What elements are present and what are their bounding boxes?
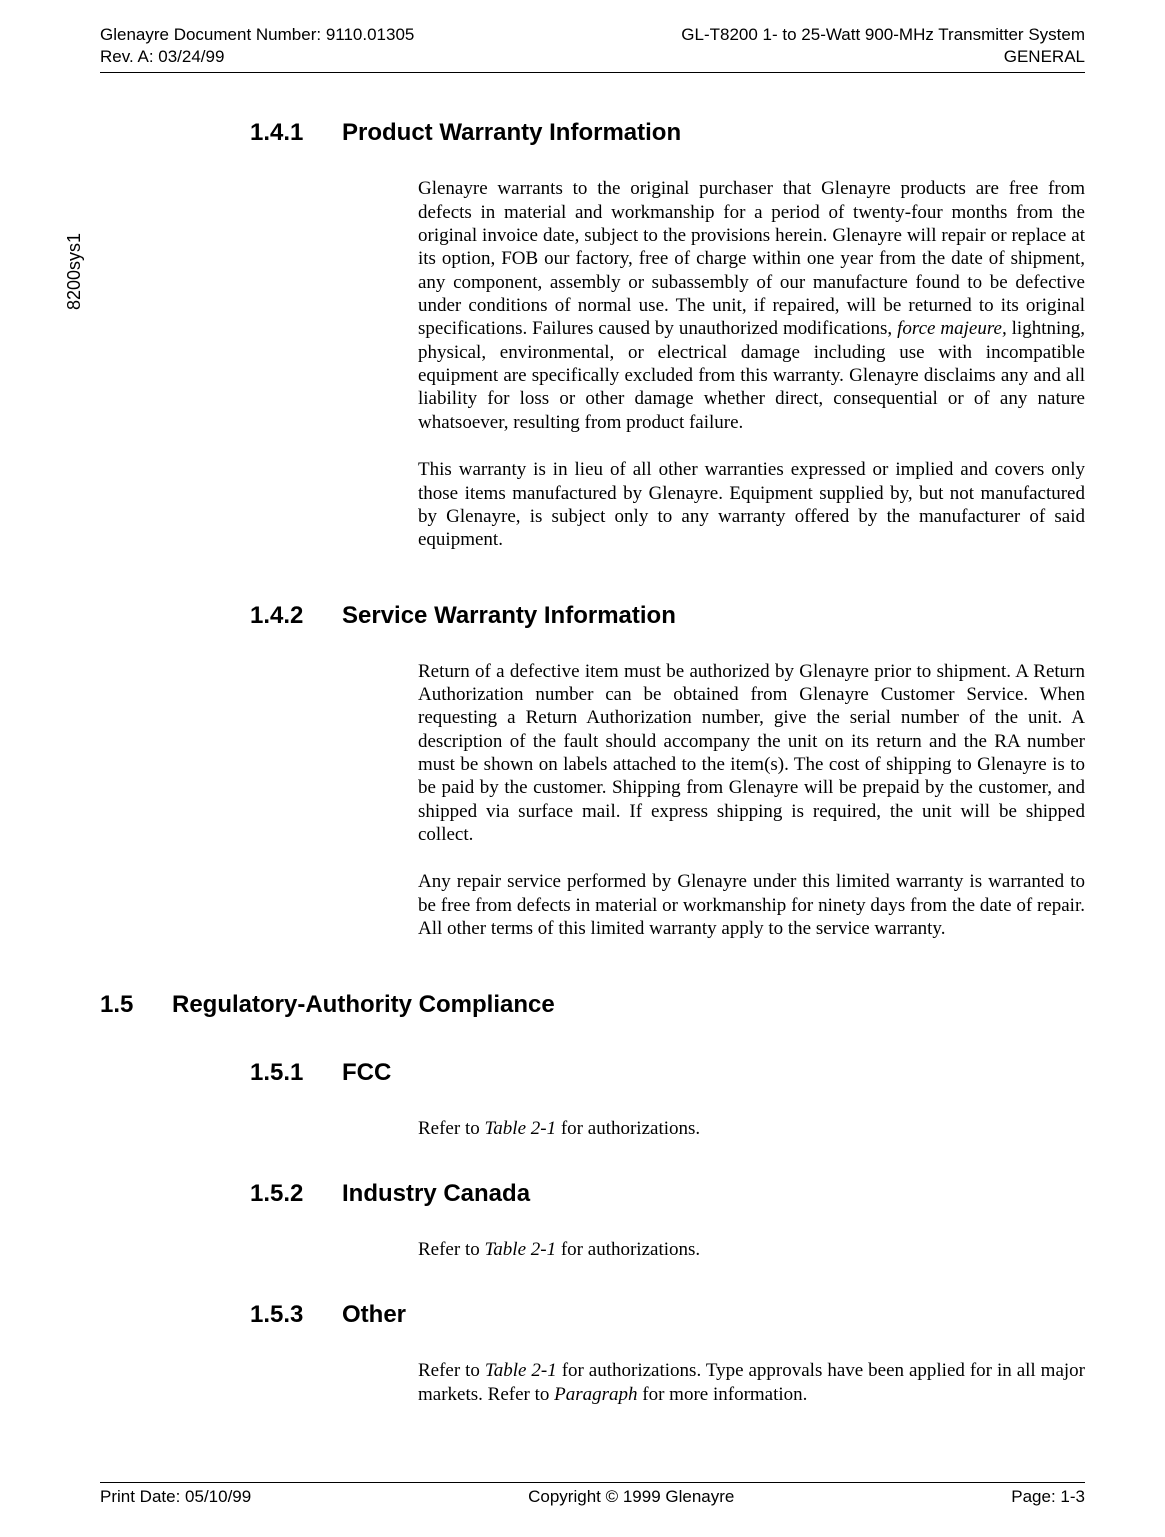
page-footer: Print Date: 05/10/99 Copyright © 1999 Gl… bbox=[100, 1482, 1085, 1507]
text-italic: Table 2-1 bbox=[484, 1239, 556, 1260]
page-header: Glenayre Document Number: 9110.01305 Rev… bbox=[100, 24, 1085, 73]
heading-1-5-3: 1.5.3Other bbox=[250, 1301, 1085, 1329]
heading-1-4-2: 1.4.2Service Warranty Information bbox=[250, 602, 1085, 630]
text: Glenayre warrants to the original purcha… bbox=[418, 178, 1085, 339]
paragraph: Glenayre warrants to the original purcha… bbox=[418, 177, 1085, 434]
heading-number: 1.5.3 bbox=[250, 1301, 342, 1329]
paragraph: Refer to Table 2-1 for authorizations. bbox=[418, 1238, 1085, 1261]
paragraph: Refer to Table 2-1 for authorizations. T… bbox=[418, 1359, 1085, 1406]
section-name: GENERAL bbox=[681, 46, 1085, 68]
text-italic: Table 2-1 bbox=[484, 1118, 556, 1139]
heading-1-5-2: 1.5.2Industry Canada bbox=[250, 1180, 1085, 1208]
heading-number: 1.4.2 bbox=[250, 602, 342, 630]
text: Refer to bbox=[418, 1239, 484, 1260]
text-italic: Table 2-1 bbox=[485, 1360, 557, 1381]
revision: Rev. A: 03/24/99 bbox=[100, 46, 414, 68]
heading-1-5: 1.5Regulatory-Authority Compliance bbox=[100, 991, 1085, 1019]
text: for authorizations. bbox=[556, 1118, 700, 1139]
paragraph: This warranty is in lieu of all other wa… bbox=[418, 458, 1085, 551]
text-italic: Paragraph bbox=[554, 1384, 642, 1405]
heading-number: 1.5.1 bbox=[250, 1059, 342, 1087]
text: for more information. bbox=[642, 1384, 807, 1405]
heading-1-5-1: 1.5.1FCC bbox=[250, 1059, 1085, 1087]
text: for authorizations. bbox=[556, 1239, 700, 1260]
print-date: Print Date: 05/10/99 bbox=[100, 1487, 251, 1507]
doc-number: Glenayre Document Number: 9110.01305 bbox=[100, 24, 414, 46]
heading-number: 1.4.1 bbox=[250, 119, 342, 147]
heading-title: Other bbox=[342, 1301, 406, 1328]
side-label: 8200sys1 bbox=[64, 233, 85, 310]
copyright: Copyright © 1999 Glenayre bbox=[528, 1487, 734, 1507]
paragraph: Return of a defective item must be autho… bbox=[418, 660, 1085, 847]
header-right: GL-T8200 1- to 25-Watt 900-MHz Transmitt… bbox=[681, 24, 1085, 68]
header-left: Glenayre Document Number: 9110.01305 Rev… bbox=[100, 24, 414, 68]
heading-number: 1.5.2 bbox=[250, 1180, 342, 1208]
paragraph: Refer to Table 2-1 for authorizations. bbox=[418, 1117, 1085, 1140]
text: Refer to bbox=[418, 1360, 485, 1381]
text: Refer to bbox=[418, 1118, 484, 1139]
heading-title: Industry Canada bbox=[342, 1180, 530, 1207]
heading-title: Service Warranty Information bbox=[342, 602, 676, 629]
paragraph: Any repair service performed by Glenayre… bbox=[418, 870, 1085, 940]
text-italic: force majeure, bbox=[897, 318, 1007, 339]
heading-1-4-1: 1.4.1Product Warranty Information bbox=[250, 119, 1085, 147]
heading-title: FCC bbox=[342, 1059, 391, 1086]
page-number: Page: 1-3 bbox=[1011, 1487, 1085, 1507]
heading-title: Product Warranty Information bbox=[342, 119, 681, 146]
heading-number: 1.5 bbox=[100, 991, 172, 1019]
system-name: GL-T8200 1- to 25-Watt 900-MHz Transmitt… bbox=[681, 24, 1085, 46]
heading-title: Regulatory-Authority Compliance bbox=[172, 991, 555, 1018]
document-page: Glenayre Document Number: 9110.01305 Rev… bbox=[0, 0, 1165, 1537]
